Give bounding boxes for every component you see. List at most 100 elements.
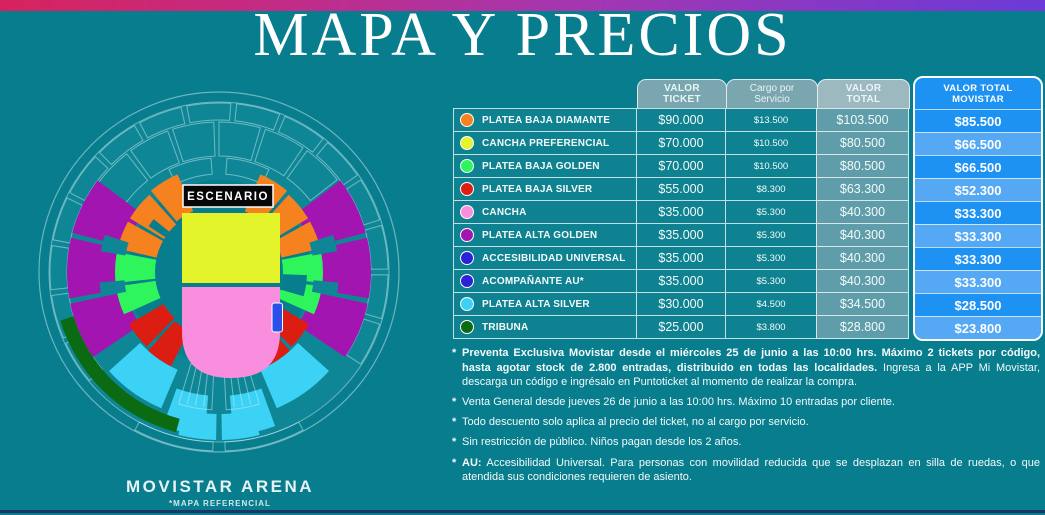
top-gradient-bar — [0, 0, 1045, 11]
platea-baja-diamante-color-dot — [460, 113, 474, 127]
platea-alta-golden-color-dot — [460, 228, 474, 242]
valor-ticket-cell: $35.000 — [636, 246, 726, 270]
category-cell: PLATEA BAJA SILVER — [453, 177, 637, 201]
note-text: AU: Accesibilidad Universal. Para person… — [462, 456, 1040, 484]
valor-ticket-cell: $70.000 — [636, 131, 726, 155]
note-text: Sin restricción de público. Niños pagan … — [462, 436, 742, 449]
valor-total-movistar-cell: $23.800 — [915, 316, 1041, 339]
note-bullet: * — [452, 396, 457, 409]
valor-ticket-cell: $35.000 — [636, 269, 726, 293]
venue-name: MOVISTAR ARENA — [126, 477, 314, 496]
valor-total-cell: $40.300 — [816, 200, 909, 224]
valor-ticket-cell: $70.000 — [636, 154, 726, 178]
category-label: CANCHA PREFERENCIAL — [482, 137, 610, 149]
category-cell: PLATEA BAJA DIAMANTE — [453, 108, 637, 132]
map-disclaimer: *MAPA REFERENCIAL — [169, 499, 271, 508]
valor-total-movistar-cell: $66.500 — [915, 132, 1041, 155]
header-valor-ticket: VALOR TICKET — [637, 79, 727, 109]
valor-total-movistar-cell: $28.500 — [915, 293, 1041, 316]
table-row: ACOMPAÑANTE AU* $35.000 $5.300 $40.300 — [453, 269, 1045, 293]
valor-total-cell: $40.300 — [816, 246, 909, 270]
movistar-rows: $85.500 $66.500 $66.500 $52.300 $33.300 $33.3… — [915, 109, 1041, 339]
category-cell: ACOMPAÑANTE AU* — [453, 269, 637, 293]
platea-baja-golden-color-dot — [460, 159, 474, 173]
valor-total-movistar-cell: $33.300 — [915, 224, 1041, 247]
movistar-column: VALOR TOTAL MOVISTAR $85.500 $66.500 $66.5… — [913, 76, 1043, 341]
table-row: PLATEA ALTA SILVER $30.000 $4.500 $34.500 — [453, 292, 1045, 316]
note-item: * Todo descuento solo aplica al precio de… — [452, 415, 1040, 430]
cancha-preferencial-color-dot — [460, 136, 474, 150]
note-bullet: * — [452, 347, 457, 359]
valor-total-movistar-cell: $66.500 — [915, 155, 1041, 178]
valor-ticket-cell: $25.000 — [636, 315, 726, 339]
valor-total-movistar-cell: $33.300 — [915, 247, 1041, 270]
arena-map: ESCENARIO MOVISTAR ARENA *MAPA REFERENCI… — [0, 60, 450, 513]
header-line: VALOR TOTAL — [943, 82, 1013, 94]
cargo-servicio-cell: $3.800 — [725, 315, 817, 339]
tribuna-color-dot — [460, 320, 474, 334]
platea-baja-silver-color-dot — [460, 182, 474, 196]
header-line: MOVISTAR — [952, 93, 1004, 105]
note-bullet: * — [452, 436, 457, 449]
note-item: * Venta General desde jueves 26 de junio … — [452, 395, 1040, 410]
table-row: PLATEA BAJA SILVER $55.000 $8.300 $63.300 — [453, 177, 1045, 201]
note-item: * AU: Accesibilidad Universal. Para perso… — [452, 456, 1040, 485]
header-valor-total: VALOR TOTAL — [817, 79, 910, 109]
table-row: PLATEA BAJA DIAMANTE $90.000 $13.500 $103.5… — [453, 108, 1045, 132]
category-label: PLATEA BAJA DIAMANTE — [482, 114, 611, 126]
valor-total-cell: $40.300 — [816, 269, 909, 293]
valor-total-movistar-cell: $52.300 — [915, 178, 1041, 201]
valor-total-movistar-cell: $33.300 — [915, 201, 1041, 224]
cargo-servicio-cell: $4.500 — [725, 292, 817, 316]
table-row: CANCHA $35.000 $5.300 $40.300 — [453, 200, 1045, 224]
cargo-servicio-cell: $8.300 — [725, 177, 817, 201]
acompanante-au-color-dot — [460, 274, 474, 288]
cargo-servicio-cell: $5.300 — [725, 269, 817, 293]
note-bullet: * — [452, 416, 457, 429]
header-line: TICKET — [663, 94, 701, 105]
valor-ticket-cell: $30.000 — [636, 292, 726, 316]
category-label: PLATEA ALTA GOLDEN — [482, 229, 598, 241]
header-line: VALOR — [664, 83, 700, 94]
price-table: VALOR TICKET Cargo por Servicio VALOR TO… — [453, 76, 1045, 341]
page-title: MAPA Y PRECIOS — [253, 1, 792, 69]
cargo-servicio-cell: $13.500 — [725, 108, 817, 132]
header-line: Servicio — [754, 94, 790, 105]
cargo-servicio-cell: $5.300 — [725, 223, 817, 247]
note-text: Venta General desde jueves 26 de junio a… — [462, 396, 895, 409]
valor-ticket-cell: $35.000 — [636, 200, 726, 224]
header-valor-total-movistar: VALOR TOTAL MOVISTAR — [915, 78, 1041, 109]
category-label: PLATEA ALTA SILVER — [482, 298, 590, 310]
cancha-color-dot — [460, 205, 474, 219]
note-item: * Preventa Exclusiva Movistar desde el mi… — [452, 346, 1040, 390]
note-text: Todo descuento solo aplica al precio del… — [462, 416, 809, 429]
price-table-body: PLATEA BAJA DIAMANTE $90.000 $13.500 $103.5… — [453, 108, 1045, 339]
category-cell: CANCHA PREFERENCIAL — [453, 131, 637, 155]
category-label: PLATEA BAJA SILVER — [482, 183, 593, 195]
notes-list: * Preventa Exclusiva Movistar desde el mi… — [452, 346, 1040, 490]
note-bullet: * — [452, 456, 457, 469]
category-cell: PLATEA ALTA SILVER — [453, 292, 637, 316]
header-line: TOTAL — [846, 94, 881, 105]
valor-ticket-cell: $35.000 — [636, 223, 726, 247]
cargo-servicio-cell: $5.300 — [725, 246, 817, 270]
valor-total-movistar-cell: $33.300 — [915, 270, 1041, 293]
header-line: VALOR — [845, 83, 882, 94]
stage-label: ESCENARIO — [187, 191, 269, 203]
category-cell: CANCHA — [453, 200, 637, 224]
category-label: ACCESIBILIDAD UNIVERSAL — [482, 252, 626, 264]
table-row: CANCHA PREFERENCIAL $70.000 $10.500 $80.500 — [453, 131, 1045, 155]
accesibilidad-universal-color-dot — [460, 251, 474, 265]
platea-alta-silver-color-dot — [460, 297, 474, 311]
bottom-bar — [0, 510, 1045, 513]
valor-total-cell: $34.500 — [816, 292, 909, 316]
header-line: Cargo por — [749, 83, 795, 94]
valor-total-cell: $28.800 — [816, 315, 909, 339]
category-cell: PLATEA ALTA GOLDEN — [453, 223, 637, 247]
category-label: PLATEA BAJA GOLDEN — [482, 160, 600, 172]
note-item: * Sin restricción de público. Niños pagan… — [452, 435, 1040, 450]
note-text: Preventa Exclusiva Movistar desde el mié… — [462, 347, 1041, 389]
table-row: PLATEA ALTA GOLDEN $35.000 $5.300 $40.300 — [453, 223, 1045, 247]
table-row: ACCESIBILIDAD UNIVERSAL $35.000 $5.300 $40.… — [453, 246, 1045, 270]
valor-total-cell: $63.300 — [816, 177, 909, 201]
